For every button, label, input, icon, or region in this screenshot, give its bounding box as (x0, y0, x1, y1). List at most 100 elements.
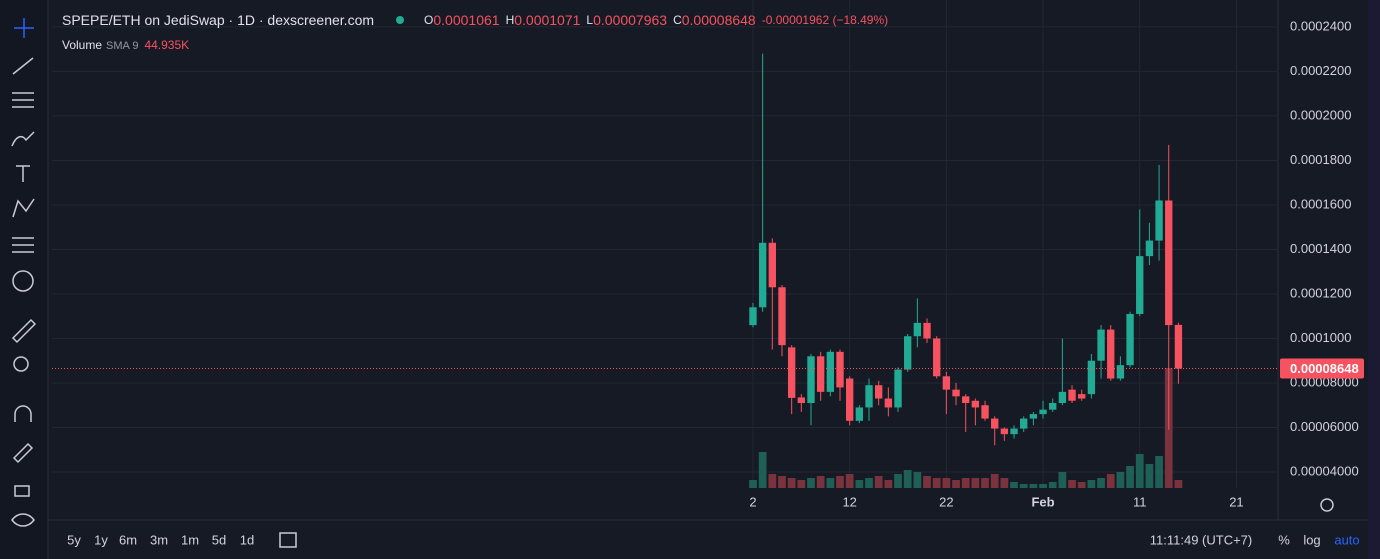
ohlc-value: 0.0001061 (433, 12, 500, 28)
volume-bar (758, 452, 767, 488)
auto-toggle[interactable]: auto (1334, 532, 1359, 547)
period-button[interactable]: 3m (150, 532, 168, 547)
text-icon[interactable] (16, 165, 30, 182)
candle-body (749, 307, 757, 326)
volume-bar (1000, 478, 1009, 488)
lock-draw-icon[interactable] (12, 442, 34, 464)
brush-icon[interactable] (11, 131, 35, 147)
pattern-icon[interactable] (12, 198, 35, 218)
y-tick-label: 0.0002200 (1290, 63, 1351, 78)
y-tick-label: 0.0001400 (1290, 241, 1351, 256)
candle-body (1000, 428, 1009, 435)
period-button[interactable]: 6m (119, 532, 137, 547)
ruler-icon[interactable] (11, 318, 37, 344)
volume-bar (826, 478, 835, 488)
volume-bar (845, 474, 854, 488)
fib-icon[interactable] (12, 92, 34, 108)
last-price-label: 0.00008648 (1290, 361, 1359, 376)
x-tick-label: 12 (842, 494, 856, 509)
candle-body (1068, 389, 1076, 401)
candle-body (1126, 313, 1134, 366)
ohlc-key: C (673, 13, 682, 27)
candle-body (1097, 329, 1105, 361)
candle-body (1058, 391, 1067, 403)
volume-bar (1010, 482, 1018, 488)
y-tick-label: 0.0001600 (1290, 196, 1351, 211)
volume-bar (990, 474, 999, 488)
period-button[interactable]: 5d (212, 532, 226, 547)
settings-icon[interactable] (1320, 498, 1334, 512)
candle-body (1116, 365, 1125, 379)
measure-icon[interactable] (12, 237, 34, 253)
candle-body (758, 242, 767, 308)
volume-bar (952, 480, 960, 488)
eye-icon[interactable] (11, 513, 35, 527)
candle-body (971, 400, 980, 408)
volume-bar (1155, 456, 1163, 488)
ohlc-value: 0.00008648 (681, 12, 756, 28)
tool-icons[interactable] (11, 18, 1334, 548)
volume-bar (923, 476, 931, 488)
x-tick-label: 2 (749, 494, 756, 509)
candle-body (1039, 409, 1047, 415)
trend-icon[interactable] (12, 57, 34, 75)
candle-body (816, 356, 825, 392)
volume-bar (1087, 480, 1096, 488)
period-button[interactable]: 5y (67, 532, 81, 547)
y-tick-label: 0.0002400 (1290, 18, 1351, 33)
volume-bar (787, 478, 796, 488)
volume-bar (913, 472, 922, 488)
volume-bar (981, 478, 989, 488)
y-tick-label: 0.00006000 (1290, 419, 1359, 434)
volume-bar (778, 476, 786, 488)
period-button[interactable]: 1m (181, 532, 199, 547)
candle-body (933, 338, 941, 377)
candle-body (913, 322, 922, 337)
emoji-icon[interactable] (12, 270, 34, 292)
period-button[interactable]: 1y (94, 532, 108, 547)
volume-bar (1039, 484, 1047, 488)
candle-body (923, 322, 931, 339)
candle-body (875, 385, 883, 399)
candle-body (1145, 240, 1154, 257)
y-tick-label: 0.00004000 (1290, 463, 1359, 478)
volume-bar (1174, 480, 1183, 488)
candle-body (1029, 414, 1038, 419)
volume-label: Volume (62, 38, 103, 52)
candle-body (836, 351, 844, 388)
candle-body (991, 418, 999, 429)
log-toggle[interactable]: log (1303, 532, 1320, 547)
candle-body (952, 389, 960, 397)
percent-toggle[interactable]: % (1278, 532, 1290, 547)
candle-body (865, 385, 873, 408)
volume-bar (1126, 466, 1134, 488)
crosshair-icon[interactable] (14, 18, 34, 38)
lock-icon[interactable] (14, 485, 30, 497)
volume-bar (932, 478, 941, 488)
clock: 11:11:49 (UTC+7) (1150, 532, 1252, 547)
period-button[interactable]: 1d (240, 532, 254, 547)
volume-legend: Volume SMA 9 44.935K (62, 38, 189, 52)
magnet-icon[interactable] (14, 405, 32, 422)
volume-bar (1106, 474, 1115, 488)
candle-body (1020, 418, 1028, 429)
volume-bar (1068, 480, 1076, 488)
volume-bar (961, 478, 970, 488)
left-toolbar (0, 0, 48, 559)
candle-body (768, 242, 776, 288)
volume-bar (894, 474, 902, 488)
y-tick-label: 0.0001000 (1290, 330, 1351, 345)
volume-bar (865, 478, 873, 488)
ohlc-value: 0.00007963 (593, 12, 668, 28)
ohlc-value: 0.0001071 (514, 12, 581, 28)
zoom-icon[interactable] (13, 356, 29, 372)
volume-bar (797, 480, 806, 488)
volume-bar (768, 474, 777, 488)
ohlc-key: O (424, 13, 434, 27)
volume-bar (874, 476, 883, 488)
y-tick-label: 0.0001800 (1290, 152, 1351, 167)
status-dot (396, 16, 405, 24)
date-range-icon[interactable] (279, 532, 297, 548)
